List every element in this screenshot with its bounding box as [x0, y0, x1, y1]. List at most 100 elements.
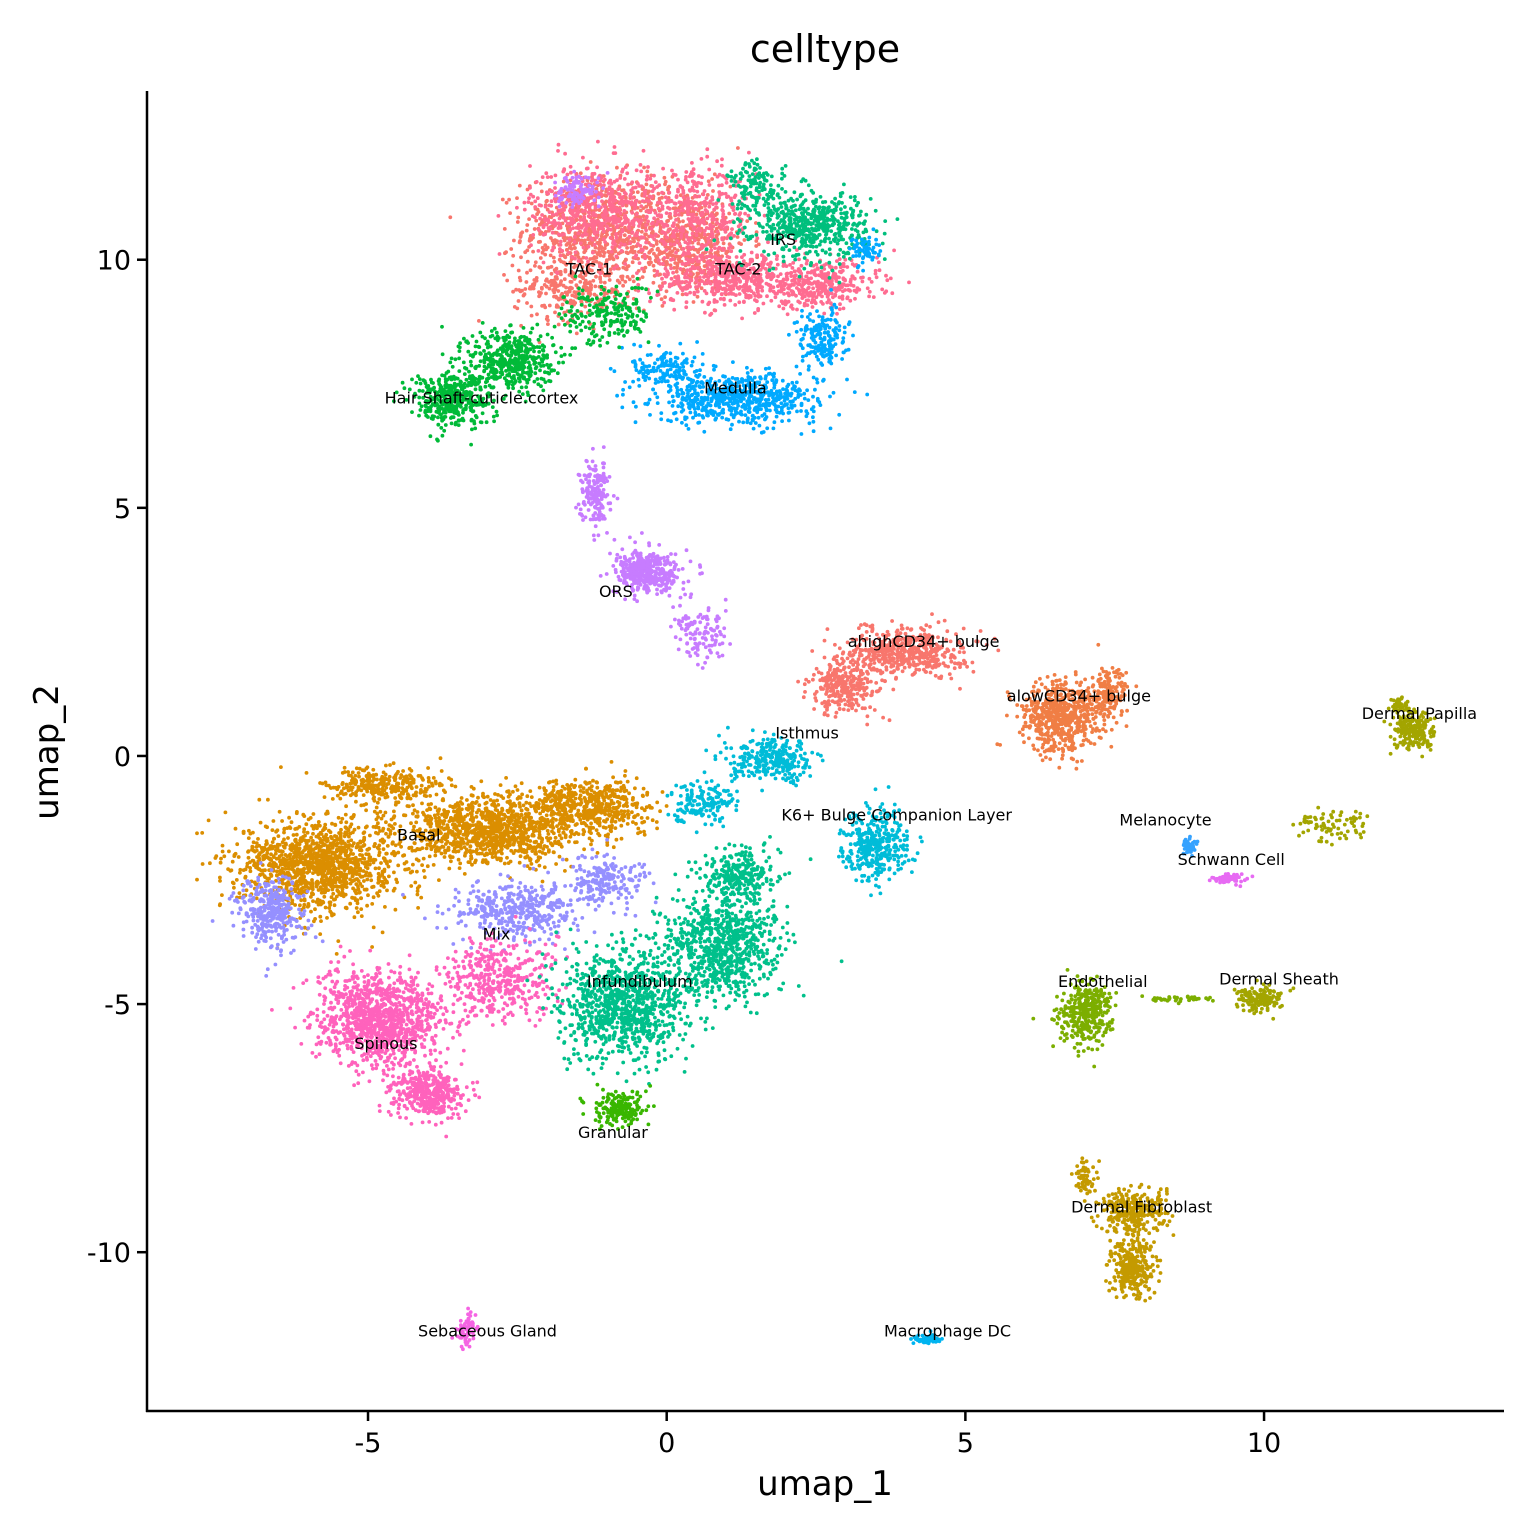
- data-point: [703, 208, 708, 212]
- data-point: [799, 327, 804, 332]
- data-point: [660, 195, 664, 200]
- data-point: [664, 200, 669, 205]
- data-point: [760, 403, 765, 408]
- data-point: [709, 311, 714, 316]
- data-point: [558, 247, 562, 251]
- data-point: [525, 301, 529, 305]
- data-point: [825, 294, 830, 299]
- data-point: [516, 299, 521, 303]
- data-point: [633, 420, 638, 425]
- data-point: [717, 190, 722, 195]
- data-point: [772, 420, 777, 425]
- data-point: [663, 280, 667, 285]
- data-point: [599, 234, 604, 239]
- data-point: [809, 188, 814, 193]
- data-point: [525, 223, 530, 227]
- data-point: [615, 393, 619, 398]
- data-point: [549, 189, 554, 194]
- data-point: [599, 192, 604, 197]
- data-point: [752, 161, 757, 166]
- data-point: [760, 285, 764, 289]
- data-point: [510, 263, 515, 268]
- data-point: [690, 359, 695, 364]
- data-point: [674, 218, 678, 222]
- data-point: [722, 297, 726, 302]
- data-point: [757, 423, 762, 428]
- data-point: [691, 219, 696, 224]
- data-point: [643, 378, 648, 382]
- data-point: [817, 223, 822, 228]
- data-point: [630, 210, 635, 215]
- data-point: [801, 336, 805, 341]
- data-point: [659, 417, 664, 422]
- data-point: [761, 225, 765, 230]
- data-point: [583, 228, 587, 233]
- data-point: [708, 213, 712, 218]
- data-point: [831, 295, 835, 300]
- data-point: [801, 222, 805, 227]
- data-point: [710, 177, 714, 181]
- data-point: [783, 190, 788, 194]
- data-point: [543, 243, 548, 248]
- data-point: [631, 222, 636, 227]
- data-point: [783, 213, 787, 218]
- data-point: [639, 235, 644, 240]
- data-point: [700, 408, 705, 413]
- data-point: [860, 279, 865, 284]
- data-point: [578, 280, 583, 284]
- data-point: [573, 213, 578, 218]
- data-point: [675, 363, 680, 367]
- data-point: [553, 223, 557, 228]
- data-point: [769, 298, 774, 303]
- data-point: [667, 245, 672, 250]
- data-point: [754, 186, 759, 191]
- data-point: [652, 173, 656, 178]
- data-point: [853, 296, 857, 301]
- data-point: [648, 413, 652, 417]
- data-point: [696, 250, 700, 255]
- data-point: [725, 236, 729, 241]
- data-point: [618, 237, 622, 242]
- data-point: [751, 426, 756, 431]
- data-point: [502, 227, 507, 231]
- data-point: [596, 241, 601, 246]
- data-point: [622, 209, 627, 213]
- data-point: [546, 322, 550, 326]
- data-point: [655, 401, 660, 405]
- data-point: [766, 397, 771, 402]
- data-point: [653, 233, 658, 238]
- data-point: [596, 220, 601, 224]
- data-point: [789, 304, 793, 309]
- data-point: [839, 234, 843, 239]
- data-point: [820, 321, 825, 325]
- data-point: [825, 219, 829, 223]
- data-point: [837, 257, 842, 261]
- data-point: [607, 278, 612, 282]
- data-point: [858, 213, 862, 218]
- data-point: [637, 224, 641, 228]
- data-point: [742, 189, 747, 194]
- data-point: [650, 184, 655, 189]
- data-point: [663, 222, 667, 227]
- data-point: [538, 256, 543, 260]
- data-point: [520, 230, 525, 235]
- data-point: [751, 178, 756, 183]
- data-point: [610, 232, 615, 237]
- data-point: [668, 351, 673, 356]
- data-point: [616, 217, 621, 222]
- data-point: [777, 304, 782, 309]
- data-point: [641, 148, 646, 153]
- data-point: [817, 330, 822, 335]
- data-point: [656, 191, 661, 196]
- data-point: [530, 214, 535, 219]
- data-point: [733, 179, 738, 184]
- data-point: [784, 277, 789, 282]
- data-point: [731, 280, 736, 284]
- data-point: [852, 390, 857, 394]
- data-point: [511, 253, 516, 258]
- data-point: [834, 326, 838, 331]
- data-point: [660, 304, 665, 308]
- data-point: [536, 210, 541, 214]
- data-point: [749, 250, 754, 255]
- data-point: [518, 289, 523, 294]
